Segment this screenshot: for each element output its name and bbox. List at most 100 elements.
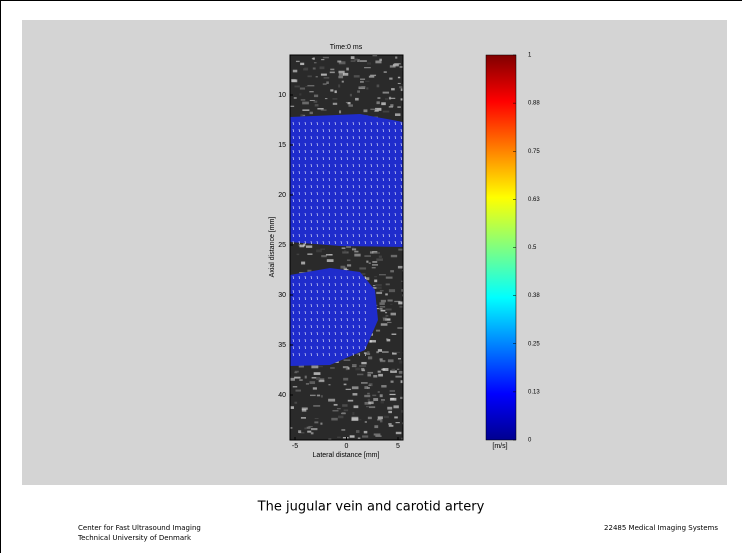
speckle (398, 77, 400, 79)
speckle (304, 68, 308, 71)
speckle (391, 255, 397, 257)
speckle (367, 393, 370, 395)
speckle (332, 410, 338, 411)
speckle (364, 431, 368, 433)
speckle (388, 359, 394, 362)
footer-left: Center for Fast Ultrasound Imaging (78, 524, 201, 532)
speckle (333, 103, 337, 105)
speckle (360, 81, 364, 83)
speckle (313, 387, 317, 389)
speckle (314, 62, 317, 63)
speckle (351, 61, 356, 62)
speckle (342, 81, 344, 83)
speckle (308, 426, 312, 427)
x-tick-label: -5 (292, 443, 298, 450)
speckle (300, 88, 305, 90)
speckle (317, 395, 320, 397)
speckle (310, 381, 316, 384)
speckle (357, 374, 363, 376)
speckle (375, 436, 381, 437)
speckle (352, 417, 359, 420)
speckle (350, 435, 355, 437)
speckle (355, 368, 360, 371)
speckle (380, 420, 383, 422)
speckle (383, 111, 390, 113)
colorbar-tick-label: 0.75 (528, 149, 540, 155)
speckle (398, 266, 403, 269)
speckle (296, 61, 300, 62)
speckle (341, 429, 345, 430)
speckle (380, 290, 384, 291)
speckle (331, 418, 337, 421)
speckle (374, 276, 377, 277)
speckle (393, 64, 399, 67)
speckle (361, 368, 364, 371)
speckle (324, 77, 330, 79)
speckle (390, 390, 395, 392)
speckle (354, 251, 358, 253)
speckle (361, 86, 365, 87)
speckle (359, 365, 366, 367)
colorbar-tick-label: 0.25 (528, 341, 540, 347)
speckle (316, 377, 320, 380)
speckle (389, 394, 395, 395)
speckle (294, 372, 297, 373)
y-tick-label: 25 (278, 242, 286, 249)
speckle (311, 366, 318, 369)
speckle (359, 267, 366, 269)
speckle (370, 75, 376, 76)
colorbar-tick-label: 0.38 (528, 293, 540, 299)
speckle (294, 377, 300, 379)
speckle (379, 308, 382, 309)
speckle (342, 412, 346, 414)
speckle (391, 398, 395, 400)
speckle (300, 63, 304, 65)
speckle (352, 248, 356, 250)
speckle (387, 407, 392, 410)
speckle (321, 255, 327, 257)
speckle (316, 76, 318, 77)
speckle (365, 81, 369, 82)
speckle (339, 110, 341, 113)
speckle (381, 401, 384, 404)
speckle (362, 435, 368, 437)
y-tick-label: 20 (278, 192, 286, 199)
speckle (384, 416, 389, 418)
speckle (332, 98, 337, 100)
speckle (306, 245, 312, 247)
speckle (364, 255, 371, 256)
speckle (386, 309, 392, 311)
speckle (391, 381, 394, 383)
speckle (316, 250, 322, 253)
x-tick-label: 5 (396, 443, 400, 450)
speckle (368, 417, 372, 419)
speckle (378, 371, 381, 373)
speckle (354, 75, 360, 77)
speckle (343, 378, 348, 381)
speckle (368, 399, 370, 402)
speckle (380, 394, 383, 397)
speckle (375, 284, 381, 286)
speckle (323, 57, 329, 58)
speckle (299, 245, 304, 248)
speckle (376, 330, 380, 332)
speckle (396, 422, 400, 423)
speckle (369, 383, 373, 386)
speckle (395, 56, 397, 58)
speckle (356, 430, 359, 433)
speckle (374, 425, 378, 428)
speckle (354, 59, 358, 61)
speckle (395, 376, 401, 378)
speckle (384, 71, 387, 72)
speckle (325, 98, 327, 99)
speckle (299, 379, 303, 381)
speckle (337, 60, 341, 62)
speckle (311, 428, 317, 430)
speckle (381, 310, 386, 312)
speckle (386, 315, 389, 316)
y-tick-label: 10 (278, 92, 286, 99)
speckle (379, 302, 384, 305)
speckle (373, 375, 377, 378)
speckle (367, 372, 373, 374)
x-tick-label: 0 (345, 443, 349, 450)
